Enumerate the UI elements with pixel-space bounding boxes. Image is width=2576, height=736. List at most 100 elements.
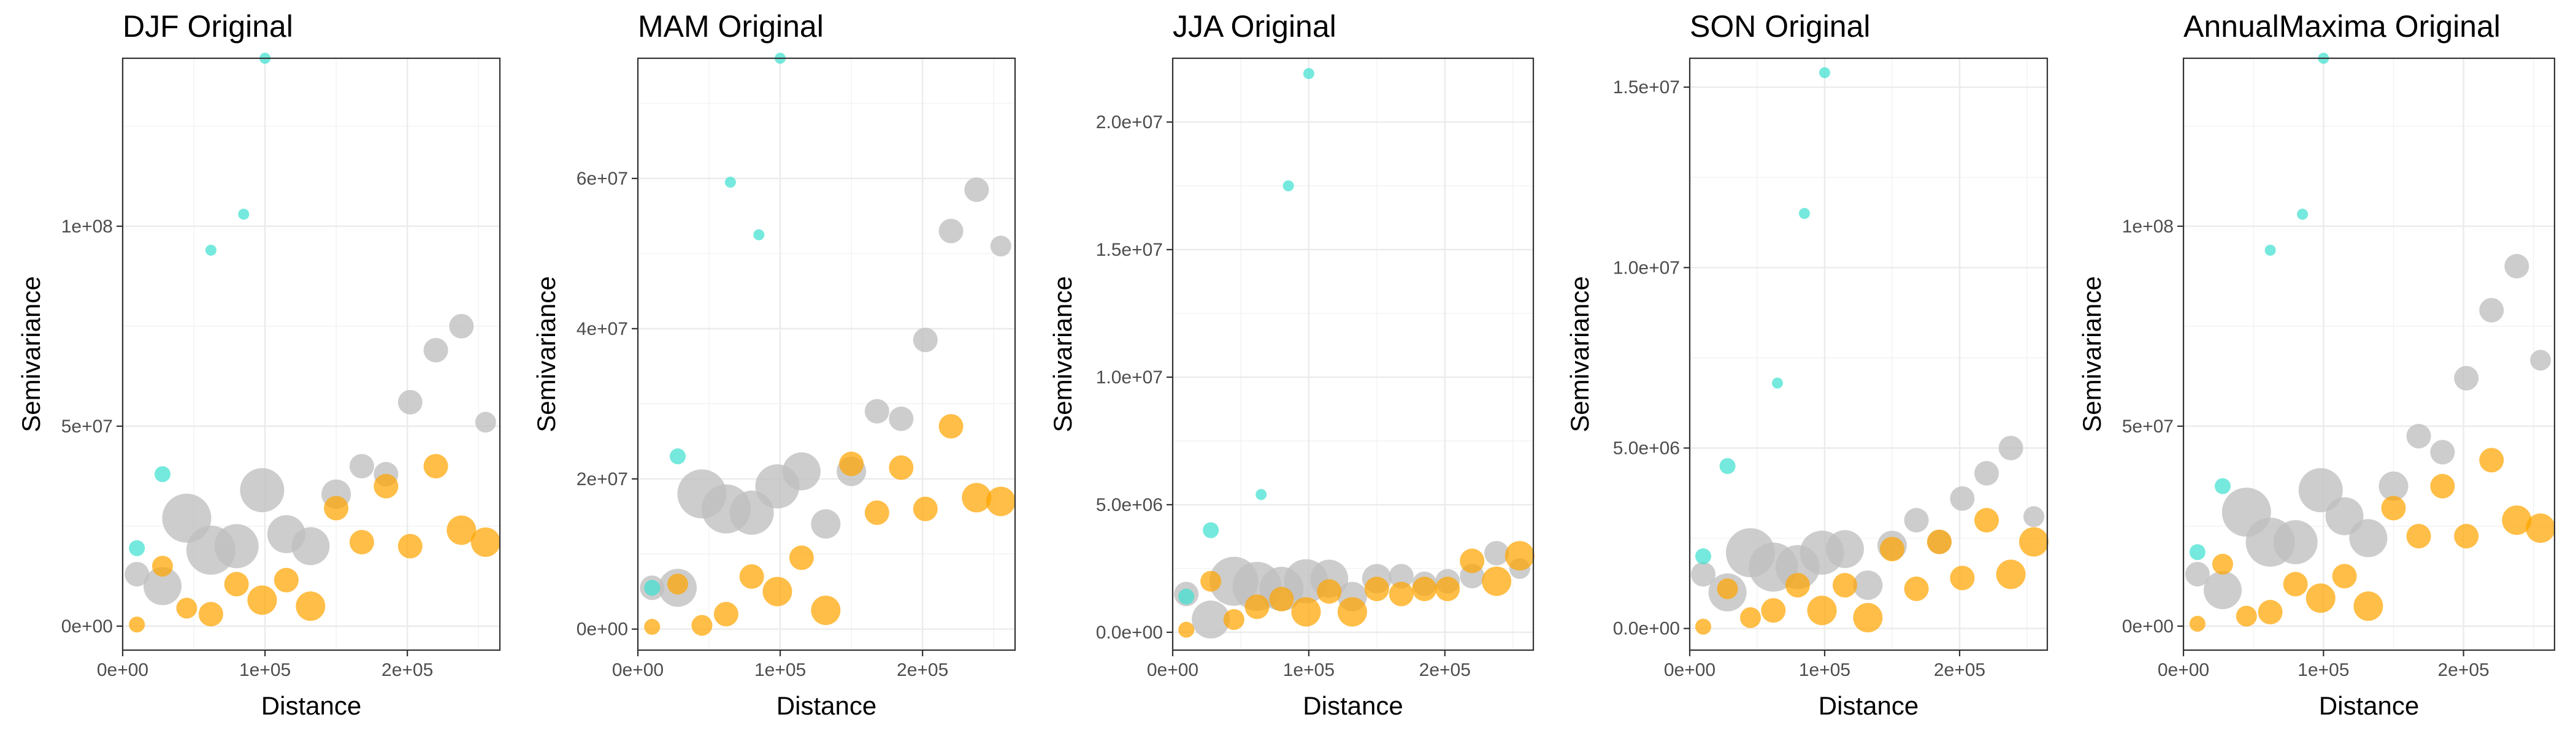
point-orange-13 <box>938 414 964 439</box>
point-gray-14 <box>964 177 989 202</box>
point-orange-9 <box>324 496 349 521</box>
y-tick-label: 0.0e+00 <box>1096 623 1163 643</box>
point-gray-14 <box>449 313 474 339</box>
x-axis-title: Distance <box>2319 691 2419 720</box>
point-cyan-1 <box>129 540 145 556</box>
x-tick-label: 2e+05 <box>1934 660 1985 680</box>
point-orange-6 <box>2306 583 2336 613</box>
point-orange-1 <box>1695 618 1711 635</box>
point-cyan-1 <box>2189 544 2206 561</box>
point-orange-7 <box>789 545 814 570</box>
point-orange-5 <box>739 564 764 589</box>
y-tick-label: 0e+00 <box>577 619 628 640</box>
panel-background <box>638 58 1015 650</box>
point-gray-15 <box>990 236 1011 257</box>
point-cyan-2 <box>669 448 686 465</box>
point-orange-4 <box>2258 600 2283 625</box>
y-tick-label: 2e+07 <box>577 469 628 489</box>
x-axis-title: Distance <box>776 691 876 720</box>
point-orange-2 <box>151 556 173 577</box>
point-cyan-5 <box>1819 67 1830 79</box>
point-orange-13 <box>2479 448 2504 473</box>
point-gray-13 <box>1974 461 1999 486</box>
x-tick-label: 1e+05 <box>1799 660 1850 680</box>
y-tick-label: 5.0e+06 <box>1613 438 1680 458</box>
point-orange-11 <box>2430 473 2455 499</box>
point-orange-6 <box>1291 597 1321 627</box>
x-tick-label: 0e+00 <box>1664 660 1715 680</box>
point-cyan-3 <box>1772 377 1783 389</box>
point-gray-14 <box>1484 540 1509 565</box>
point-orange-7 <box>1317 579 1342 604</box>
point-gray-14 <box>2504 254 2529 279</box>
point-orange-9 <box>839 451 864 477</box>
point-orange-11 <box>1927 529 1952 554</box>
point-orange-8 <box>1337 597 1367 627</box>
point-orange-15 <box>470 527 500 557</box>
point-orange-14 <box>1482 566 1512 596</box>
point-orange-1 <box>644 619 661 635</box>
x-tick-label: 2e+05 <box>2437 660 2489 680</box>
point-gray-13 <box>423 337 448 362</box>
y-tick-label: 1.0e+07 <box>1096 367 1163 388</box>
panel-4: 0e+00 1e+05 2e+05 0.0e+00 5.0e+06 1.0e+07 1.5e… <box>1565 9 2049 720</box>
point-cyan-1 <box>644 580 661 596</box>
point-orange-3 <box>691 615 713 636</box>
point-gray-1 <box>125 562 150 587</box>
point-gray-12 <box>397 389 423 415</box>
point-orange-15 <box>2019 527 2049 557</box>
point-orange-3 <box>1740 607 1761 629</box>
point-orange-14 <box>1996 559 2026 589</box>
point-gray-10 <box>864 399 889 424</box>
point-orange-4 <box>1244 594 1270 619</box>
panel-2: 0e+00 1e+05 2e+05 0e+00 2e+07 4e+07 6e+07 MAM O… <box>532 9 1016 720</box>
point-orange-1 <box>2189 615 2206 632</box>
point-orange-12 <box>397 534 423 559</box>
point-orange-10 <box>2406 524 2431 549</box>
point-orange-10 <box>1389 581 1414 607</box>
x-tick-label: 0e+00 <box>2158 660 2209 680</box>
point-orange-14 <box>2502 505 2532 535</box>
point-cyan-1 <box>1695 548 1711 565</box>
y-tick-label: 0e+00 <box>2122 616 2174 637</box>
point-orange-9 <box>1364 577 1389 602</box>
point-gray-11 <box>2430 440 2455 465</box>
point-orange-12 <box>1435 577 1460 602</box>
y-tick-label: 1.5e+07 <box>1096 240 1163 260</box>
panel-title: AnnualMaxima Original <box>2183 9 2501 44</box>
x-tick-label: 1e+05 <box>1283 660 1335 680</box>
point-orange-11 <box>1412 577 1437 602</box>
panel-border <box>121 57 501 651</box>
point-orange-7 <box>2332 564 2357 589</box>
point-orange-8 <box>1853 603 1883 633</box>
x-axis-title: Distance <box>1819 691 1919 720</box>
panel-title: DJF Original <box>123 9 293 44</box>
point-cyan-5 <box>1303 67 1314 79</box>
panel-title: SON Original <box>1690 9 1871 44</box>
point-orange-6 <box>1807 596 1837 626</box>
point-orange-5 <box>1785 573 1810 598</box>
point-gray-7 <box>1826 530 1864 569</box>
point-gray-8 <box>811 509 841 539</box>
point-orange-11 <box>889 455 914 480</box>
point-orange-2 <box>2212 553 2233 575</box>
y-tick-label: 1e+08 <box>61 217 113 237</box>
point-gray-15 <box>2023 506 2044 527</box>
point-orange-10 <box>349 529 374 554</box>
panel-3: 0e+00 1e+05 2e+05 0.0e+00 5.0e+06 1.0e+07 1.5e… <box>1048 9 1535 720</box>
point-orange-6 <box>762 577 792 607</box>
point-orange-15 <box>1505 541 1535 571</box>
point-gray-10 <box>1389 564 1414 589</box>
point-orange-13 <box>1460 548 1485 573</box>
point-cyan-3 <box>1255 489 1267 500</box>
point-orange-7 <box>274 567 299 592</box>
point-orange-1 <box>1178 621 1195 638</box>
point-orange-4 <box>198 602 223 627</box>
y-axis-title: Semivariance <box>2077 276 2106 432</box>
x-axis-title: Distance <box>1303 691 1403 720</box>
point-cyan-3 <box>205 244 217 256</box>
point-gray-15 <box>475 412 496 433</box>
point-orange-7 <box>1833 573 1857 598</box>
point-orange-2 <box>667 573 688 595</box>
point-cyan-4 <box>1799 208 1810 220</box>
